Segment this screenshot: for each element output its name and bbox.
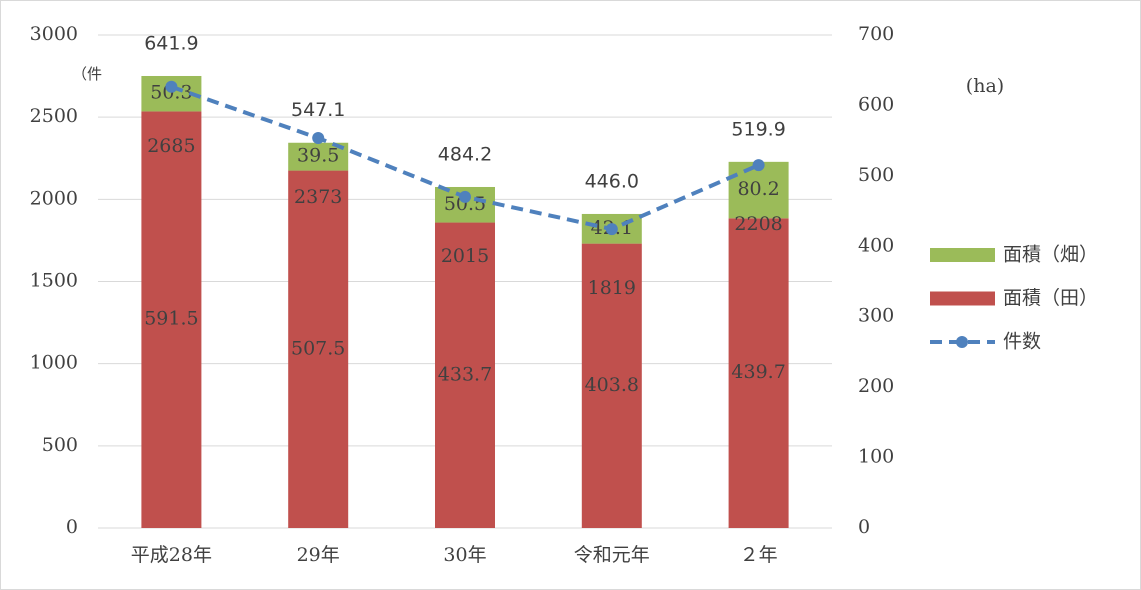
x-tick-label: 29年 xyxy=(297,544,340,566)
bar-segment xyxy=(141,111,202,528)
bar-value-label: 433.7 xyxy=(438,363,492,385)
legend-marker xyxy=(956,336,968,348)
total-label: 446.0 xyxy=(585,170,639,192)
total-label: 641.9 xyxy=(144,32,198,54)
x-tick-label: 30年 xyxy=(443,544,486,566)
y2-tick-label: 300 xyxy=(858,305,894,327)
y2-tick-label: 200 xyxy=(858,375,894,397)
line-value-label: 2685 xyxy=(147,135,195,157)
y-tick-label: 500 xyxy=(42,434,78,456)
y-tick-label: 1500 xyxy=(30,270,78,292)
line-value-label: 1819 xyxy=(588,277,636,299)
legend-label: 面積（畑） xyxy=(1003,244,1098,266)
bar-segment xyxy=(288,170,349,528)
line-marker xyxy=(605,223,618,236)
legend-label: 件数 xyxy=(1003,331,1041,353)
line-marker xyxy=(312,132,325,145)
y-tick-label: 1000 xyxy=(30,352,78,374)
y2-axis-label: (ha) xyxy=(966,75,1004,97)
bar-segment xyxy=(728,161,789,219)
bar-value-label: 439.7 xyxy=(731,361,785,383)
legend-swatch xyxy=(930,248,995,262)
x-tick-label: 平成28年 xyxy=(131,544,212,566)
bar-segment xyxy=(435,222,495,529)
total-label: 484.2 xyxy=(438,143,492,165)
line-marker xyxy=(165,80,178,93)
bar-value-label: 39.5 xyxy=(297,145,339,167)
y2-tick-label: 600 xyxy=(858,93,894,115)
x-tick-label: 令和元年 xyxy=(574,544,650,566)
y-tick-label: 2500 xyxy=(30,105,78,127)
bar-segment xyxy=(581,243,642,528)
line-value-label: 2208 xyxy=(734,213,782,235)
y-tick-label: 0 xyxy=(66,516,78,538)
bar-value-label: 80.2 xyxy=(737,178,779,200)
y2-tick-label: 500 xyxy=(858,164,894,186)
y2-tick-label: 400 xyxy=(858,234,894,256)
bar-value-label: 507.5 xyxy=(291,337,345,359)
legend-swatch xyxy=(930,291,995,306)
total-label: 547.1 xyxy=(291,99,345,121)
bar-value-label: 403.8 xyxy=(585,374,639,396)
line-marker xyxy=(459,190,471,203)
y2-tick-label: 700 xyxy=(858,23,894,45)
bar-value-label: 591.5 xyxy=(144,308,198,330)
line-value-label: 2373 xyxy=(294,186,342,208)
y-tick-label: 2000 xyxy=(30,187,78,209)
y2-tick-label: 0 xyxy=(858,516,870,538)
line-marker xyxy=(752,159,765,172)
x-tick-label: ２年 xyxy=(740,544,778,566)
y-tick-label: 3000 xyxy=(30,23,78,45)
y-axis-label: （件 xyxy=(72,65,102,83)
line-value-label: 2015 xyxy=(441,245,489,267)
total-label: 519.9 xyxy=(731,118,785,140)
y2-tick-label: 100 xyxy=(858,446,894,468)
legend-label: 面積（田） xyxy=(1003,287,1098,309)
bar-segment xyxy=(728,218,789,529)
